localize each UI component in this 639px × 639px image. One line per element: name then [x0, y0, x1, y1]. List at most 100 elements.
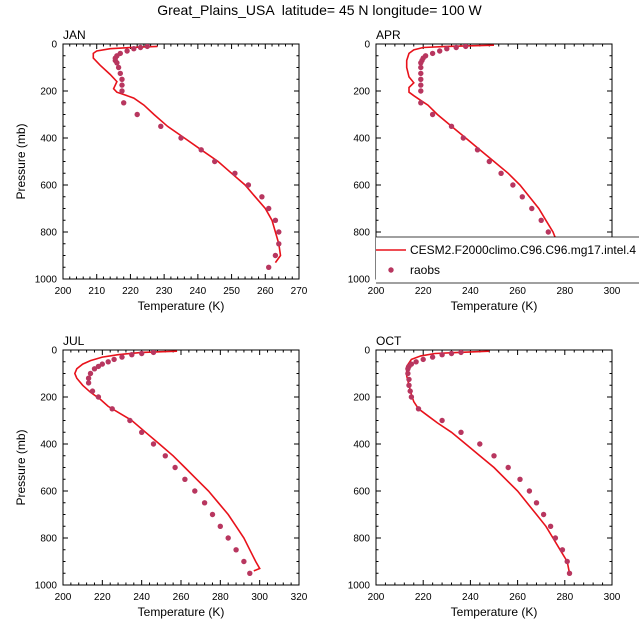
obs-point [564, 558, 570, 565]
obs-point [405, 370, 411, 377]
x-axis-label: Temperature (K) [138, 605, 225, 619]
obs-point [85, 380, 92, 386]
obs-point [95, 363, 102, 370]
legend-obs-label: raobs [410, 263, 440, 277]
x-tick-label: 300 [251, 592, 268, 603]
obs-point [276, 241, 282, 247]
plot-frame [62, 349, 300, 586]
obs-point [99, 361, 106, 367]
y-tick-label: 200 [353, 393, 370, 404]
obs-point [474, 147, 481, 153]
obs-point [131, 46, 137, 52]
obs-point [259, 194, 265, 200]
x-tick-label: 220 [94, 592, 111, 603]
obs-point [406, 376, 412, 383]
obs-point [115, 64, 122, 71]
panel-jan: JAN 200 210 220 230 240 250 260 270 0 200 400 600 800… [14, 28, 308, 313]
obs-point [477, 441, 483, 447]
obs-point [418, 76, 424, 83]
obs-point [486, 158, 492, 165]
y-tick-label: 200 [353, 87, 370, 98]
x-tick-label: 280 [212, 592, 229, 603]
y-tick-label: 0 [364, 40, 370, 51]
obs-point [124, 48, 130, 54]
obs-point [418, 88, 424, 94]
obs-point [137, 44, 144, 51]
x-tick-label: 260 [509, 592, 526, 603]
y-tick-label: 1000 [348, 581, 371, 592]
obs-point [405, 366, 411, 372]
obs-point [418, 70, 424, 77]
x-tick-label: 240 [190, 286, 207, 297]
obs-point [117, 70, 124, 77]
obs-point [241, 558, 247, 565]
obs-point [127, 417, 133, 424]
obs-point [439, 352, 445, 358]
x-axis-label: Temperature (K) [451, 605, 538, 619]
x-tick-label: 240 [462, 286, 479, 297]
obs-point [198, 147, 204, 153]
obs-point [444, 46, 450, 52]
y-tick-label: 1000 [35, 275, 58, 286]
panel-apr: APR 200 220 240 260 280 300 0 200 400 600 800 1000 Te… [348, 28, 639, 313]
panel-label: JAN [63, 28, 86, 42]
panel-jul: JUL 200 220 240 260 280 300 320 0 200 400 600 800 100… [14, 334, 308, 619]
obs-point [266, 264, 272, 270]
obs-point [547, 523, 554, 529]
obs-point [540, 511, 547, 518]
x-axis-label: Temperature (K) [451, 299, 538, 313]
obs-point [119, 88, 125, 94]
obs-point [89, 388, 96, 394]
x-tick-label: 320 [291, 592, 308, 603]
y-tick-label: 1000 [35, 581, 58, 592]
obs-point [510, 182, 516, 188]
y-tick-label: 200 [40, 87, 57, 98]
y-tick-label: 800 [40, 228, 57, 239]
y-tick-label: 200 [40, 393, 57, 404]
obs-point [129, 352, 135, 358]
x-tick-label: 240 [462, 592, 479, 603]
obs-point [247, 570, 253, 576]
y-tick-label: 0 [51, 346, 57, 357]
y-tick-label: 800 [353, 228, 370, 239]
x-tick-label: 250 [223, 286, 240, 297]
obs-point [517, 476, 523, 482]
obs-point [225, 535, 231, 541]
obs-point [429, 354, 436, 360]
x-tick-label: 210 [88, 286, 105, 297]
obs-point [272, 217, 279, 223]
y-axis-label: Pressure (mb) [14, 123, 28, 199]
y-tick-label: 400 [353, 440, 370, 451]
obs-point [407, 388, 413, 394]
legend-background [376, 237, 639, 283]
obs-point [134, 111, 140, 118]
obs-point [217, 523, 223, 529]
obs-point [119, 354, 125, 360]
obs-point [119, 82, 125, 88]
y-tick-label: 600 [353, 181, 370, 192]
obs-point [178, 135, 184, 141]
obs-point [201, 500, 208, 506]
panel-label: OCT [376, 334, 402, 348]
x-tick-label: 220 [415, 286, 432, 297]
obs-point [429, 50, 436, 57]
x-tick-label: 200 [55, 592, 72, 603]
obs-point [463, 44, 469, 50]
obs-point [529, 205, 535, 212]
obs-point [144, 44, 150, 50]
obs-point [408, 394, 415, 400]
plot-frame [62, 43, 300, 280]
obs-point [559, 547, 566, 553]
model-line [73, 350, 261, 572]
panel-label: APR [376, 28, 401, 42]
obs-point [276, 229, 282, 235]
obs-point [266, 205, 272, 212]
y-tick-label: 800 [40, 534, 57, 545]
obs-point [448, 350, 455, 357]
obs-point [95, 394, 102, 400]
model-line [405, 350, 571, 574]
legend: CESM2.F2000climo.C96.C96.mg17.intel.4 rao… [376, 236, 639, 284]
x-tick-label: 280 [556, 592, 573, 603]
obs-point [121, 100, 127, 106]
